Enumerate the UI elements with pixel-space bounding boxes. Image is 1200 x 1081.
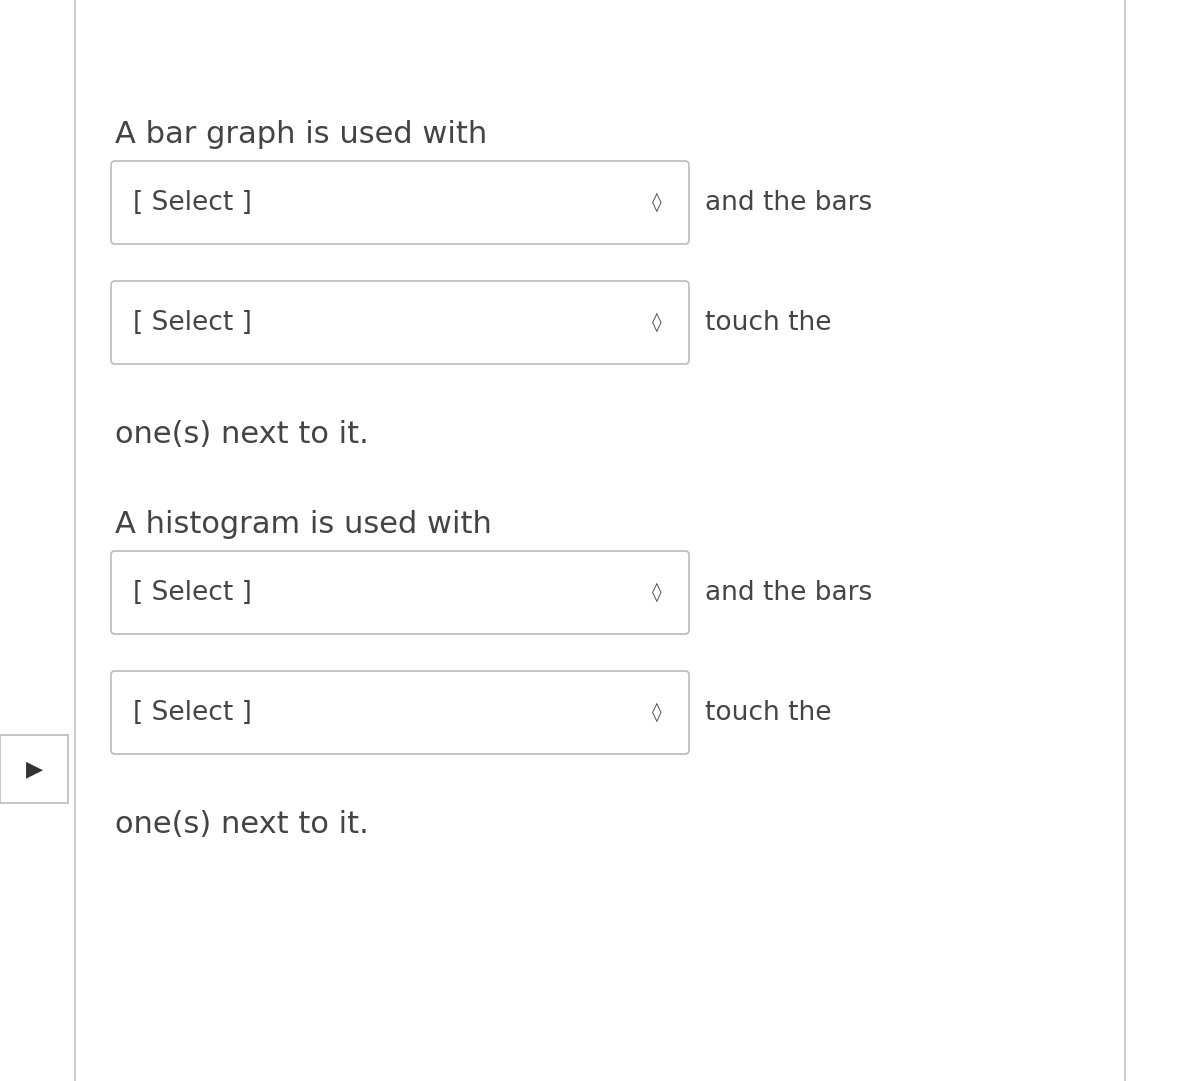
- Text: [ Select ]: [ Select ]: [133, 189, 252, 215]
- FancyBboxPatch shape: [112, 671, 689, 755]
- Text: ◊: ◊: [652, 312, 662, 332]
- Text: A bar graph is used with: A bar graph is used with: [115, 120, 487, 149]
- Text: touch the: touch the: [706, 309, 832, 335]
- Text: one(s) next to it.: one(s) next to it.: [115, 810, 368, 839]
- Text: ▶: ▶: [25, 759, 42, 779]
- Text: A histogram is used with: A histogram is used with: [115, 510, 492, 539]
- Text: ◊: ◊: [652, 192, 662, 212]
- Text: and the bars: and the bars: [706, 579, 872, 605]
- Text: one(s) next to it.: one(s) next to it.: [115, 421, 368, 449]
- FancyBboxPatch shape: [112, 161, 689, 244]
- Text: ◊: ◊: [652, 703, 662, 722]
- FancyBboxPatch shape: [112, 551, 689, 633]
- Text: [ Select ]: [ Select ]: [133, 579, 252, 605]
- Text: ◊: ◊: [652, 583, 662, 602]
- Text: touch the: touch the: [706, 699, 832, 725]
- FancyBboxPatch shape: [112, 281, 689, 364]
- Text: and the bars: and the bars: [706, 189, 872, 215]
- FancyBboxPatch shape: [0, 735, 68, 803]
- Text: [ Select ]: [ Select ]: [133, 309, 252, 335]
- Text: [ Select ]: [ Select ]: [133, 699, 252, 725]
